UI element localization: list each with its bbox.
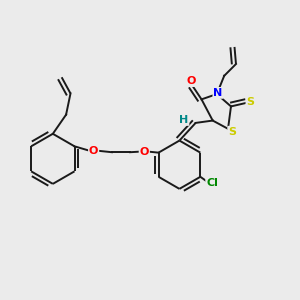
Text: O: O xyxy=(140,147,149,157)
Text: Cl: Cl xyxy=(206,178,218,188)
Text: O: O xyxy=(89,146,98,156)
Text: H: H xyxy=(179,115,188,125)
Text: S: S xyxy=(246,97,254,107)
Text: O: O xyxy=(186,76,196,86)
Text: N: N xyxy=(213,88,223,98)
Text: S: S xyxy=(228,127,236,137)
